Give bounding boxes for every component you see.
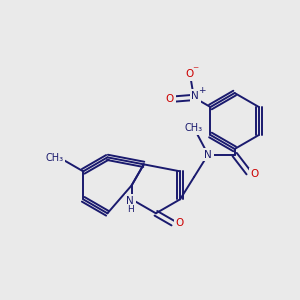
Text: N: N: [126, 196, 134, 206]
Text: O: O: [175, 218, 183, 228]
Text: ⁻: ⁻: [192, 64, 199, 77]
Text: N: N: [204, 150, 212, 160]
Text: H: H: [127, 205, 134, 214]
Text: O: O: [166, 94, 174, 104]
Text: N: N: [191, 91, 199, 101]
Text: O: O: [185, 69, 194, 79]
Text: +: +: [198, 86, 206, 95]
Text: CH₃: CH₃: [185, 123, 203, 133]
Text: O: O: [250, 169, 259, 179]
Text: CH₃: CH₃: [45, 153, 63, 163]
